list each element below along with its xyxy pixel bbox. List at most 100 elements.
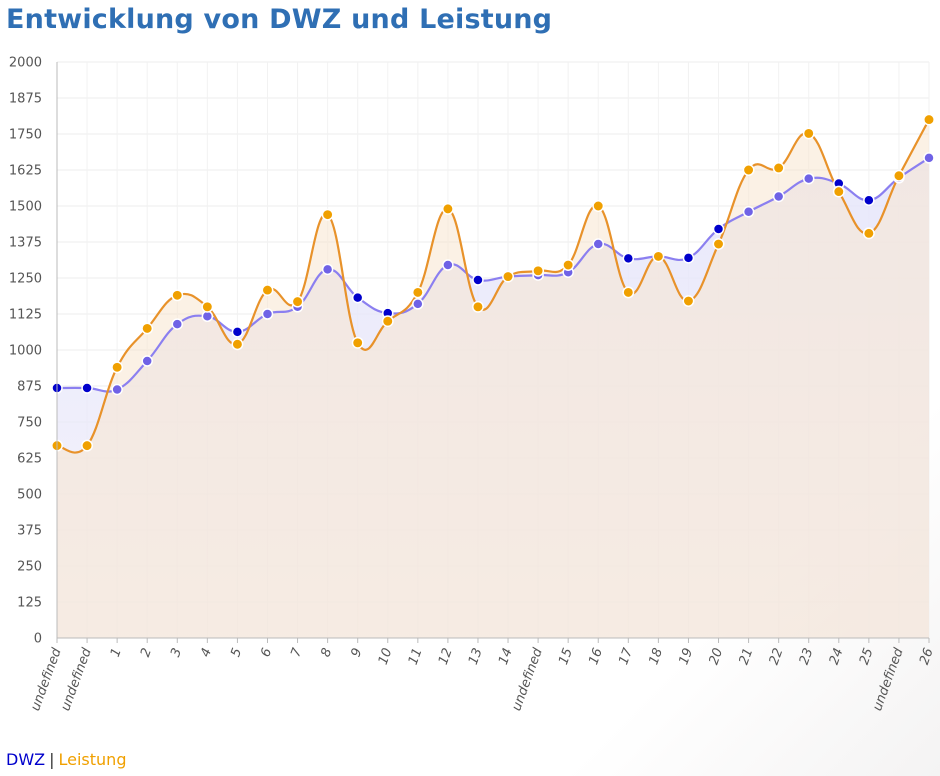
legend-separator: |: [49, 750, 55, 769]
dwz-point: [712, 223, 725, 235]
leistung-point: [923, 113, 935, 126]
leistung-point: [562, 259, 575, 271]
x-tick-label: 10: [376, 646, 396, 667]
x-tick-label: 2: [138, 646, 155, 659]
leistung-point: [141, 322, 154, 335]
x-tick-label: 11: [406, 646, 426, 667]
dwz-point: [412, 298, 424, 310]
x-tick-label: 7: [288, 646, 305, 660]
x-tick-label: 19: [676, 646, 696, 667]
leistung-point: [802, 127, 815, 140]
x-tick-label: undefined: [509, 646, 546, 713]
x-tick-label: 22: [767, 646, 787, 667]
leistung-point: [291, 295, 304, 308]
x-tick-label: undefined: [58, 646, 95, 713]
x-tick-label: 20: [707, 646, 727, 667]
x-tick-label: 14: [496, 646, 516, 667]
x-tick-label: 12: [436, 646, 456, 667]
x-tick-label: 26: [917, 646, 937, 667]
y-tick-label: 1250: [9, 272, 42, 287]
y-tick-label: 1375: [9, 236, 42, 251]
dwz-point: [81, 382, 93, 394]
dwz-point: [472, 274, 484, 286]
x-tick-label: 4: [198, 646, 215, 659]
dwz-point: [351, 291, 364, 304]
x-tick-label: undefined: [870, 646, 907, 713]
dwz-point: [201, 310, 214, 323]
y-tick-label: 1875: [9, 92, 42, 107]
leistung-point: [81, 439, 94, 452]
x-tick-label: 18: [646, 646, 666, 667]
dwz-point: [863, 194, 875, 206]
legend-leistung[interactable]: Leistung: [58, 750, 127, 769]
x-tick-label: 24: [827, 646, 847, 667]
dwz-point: [261, 308, 274, 320]
y-tick-label: 375: [17, 524, 42, 539]
y-tick-label: 875: [17, 380, 42, 395]
y-tick-label: 500: [17, 488, 42, 503]
x-tick-label: 9: [349, 646, 366, 659]
dwz-point: [682, 252, 695, 264]
dwz-point: [592, 238, 604, 250]
dwz-point: [171, 318, 184, 330]
leistung-point: [321, 208, 334, 221]
y-tick-label: 1500: [9, 200, 42, 215]
legend: DWZ | Leistung: [6, 750, 126, 769]
series-areas: [57, 119, 929, 639]
x-tick-label: 3: [168, 646, 185, 659]
leistung-point: [532, 264, 545, 277]
leistung-point: [772, 162, 785, 174]
leistung-point: [742, 164, 755, 176]
dwz-point: [742, 206, 755, 218]
dwz-point: [111, 383, 123, 396]
leistung-point: [201, 300, 214, 313]
leistung-point: [832, 185, 845, 198]
leistung-point: [111, 361, 124, 374]
y-tick-label: 1625: [9, 164, 42, 179]
dwz-point: [622, 252, 635, 265]
leistung-point: [862, 227, 875, 240]
dwz-point: [321, 263, 334, 276]
dwz-point: [442, 259, 454, 271]
y-tick-label: 750: [17, 416, 42, 431]
y-tick-label: 125: [17, 596, 42, 611]
leistung-point: [441, 202, 454, 215]
dwz-point: [923, 152, 935, 164]
y-tick-label: 625: [17, 452, 42, 467]
y-tick-label: 1750: [9, 128, 42, 143]
leistung-point: [682, 295, 695, 307]
leistung-point: [502, 270, 514, 283]
x-tick-label: 16: [586, 646, 606, 667]
x-tick-label: 25: [857, 646, 877, 667]
leistung-point: [171, 289, 184, 302]
x-tick-label: 8: [318, 646, 335, 659]
y-tick-label: 1125: [9, 308, 42, 323]
x-tick-label: 23: [797, 646, 817, 667]
y-tick-label: 2000: [9, 56, 42, 71]
x-tick-label: 13: [466, 646, 486, 667]
dwz-point: [231, 326, 244, 338]
x-tick-label: 6: [258, 646, 275, 659]
dwz-point: [141, 355, 153, 367]
leistung-point: [892, 169, 905, 182]
x-tick-label: 1: [108, 646, 125, 659]
dwz-point: [772, 190, 785, 203]
chart-title: Entwicklung von DWZ und Leistung: [6, 4, 553, 35]
y-tick-label: 250: [17, 560, 42, 575]
leistung-point: [622, 286, 635, 299]
x-tick-label: 5: [228, 646, 245, 659]
leistung-point: [411, 286, 424, 299]
leistung-point: [652, 250, 665, 263]
leistung-point: [351, 336, 364, 349]
y-tick-label: 1000: [9, 344, 42, 359]
leistung-area: [57, 119, 929, 639]
dwz-point: [802, 172, 815, 185]
leistung-point: [261, 284, 274, 297]
leistung-point: [592, 200, 605, 212]
leistung-point: [472, 300, 484, 313]
legend-dwz[interactable]: DWZ: [6, 750, 46, 769]
leistung-point: [712, 238, 725, 250]
leistung-point: [231, 338, 244, 351]
series-points: [51, 113, 935, 452]
